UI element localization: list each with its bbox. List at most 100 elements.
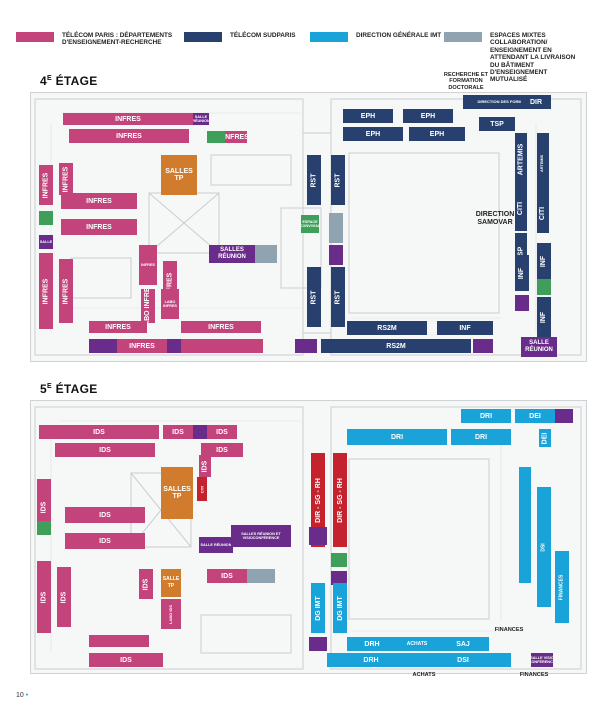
room-infres: INFRES [61, 193, 137, 209]
room-dri: DRI [451, 429, 511, 445]
floor-5-title: 5E ÉTAGE [40, 382, 98, 396]
legend-item-telecom-sudparis: Télécom SudParis [184, 32, 296, 42]
room-rs2m: RS2M [347, 321, 427, 335]
room-rst: RST [307, 267, 321, 327]
floor-5-plan: IDS IDS IDS IDS IDS SALLES TP CITI IDS I… [30, 400, 587, 674]
room-salle [309, 527, 327, 545]
room-infres: INFRES [61, 219, 137, 235]
finances-label: FINANCES [494, 627, 524, 633]
room-dei: DEI [515, 409, 555, 423]
room-ids: IDS [89, 653, 163, 667]
room-labo-infres: LABO INFRES [161, 289, 179, 319]
room-salle-visio: SALLE VISIO CONFÉRENCE [531, 653, 553, 667]
room-espace-mixte [247, 569, 275, 583]
room-espace-mixte [255, 245, 277, 263]
room-ids: IDS [57, 567, 71, 627]
legend-label: Espaces mixtes collaboration/ enseigneme… [490, 32, 576, 84]
room-rst: RST [331, 155, 345, 205]
room-salle [193, 425, 207, 439]
room-saj: SAJ [437, 637, 489, 651]
room-eph: EPH [343, 127, 403, 141]
room-eph: EPH [403, 109, 453, 123]
room-espace-green [37, 521, 51, 535]
legend-swatch [310, 32, 348, 42]
room-dri: DRI [347, 429, 447, 445]
room-citi: CITI [515, 185, 527, 231]
room-dir-sg-rh: DIR - SG - RH [333, 453, 347, 547]
room-infres: INFRES [117, 339, 167, 353]
room-salle [329, 245, 343, 265]
room-dri: DRI [461, 409, 511, 423]
room-inf: INF [537, 297, 551, 337]
room-ids: IDS [39, 425, 159, 439]
room-infres: INFRES [59, 259, 73, 323]
room-artemis: ARTEMIS [515, 133, 527, 185]
room-dsi: DSI [415, 653, 511, 667]
room-salle [331, 571, 347, 585]
room-rs2m: RS2M [321, 339, 471, 353]
room-espace-green [537, 279, 551, 295]
legend-swatch [16, 32, 54, 42]
room-ids-corridor [89, 635, 149, 647]
room-salle [309, 637, 327, 651]
room-dir-sg-rh: DIR - SG - RH [311, 453, 325, 547]
room-salle-reunion: SALLE RÉUNION [521, 337, 557, 357]
room-achats: ACHATS [397, 637, 437, 651]
room-dsi-column: DSI [537, 487, 551, 607]
legend: Télécom Paris : départements d'enseignem… [16, 32, 586, 83]
floor-4-plan: INFRES SALLE RÉUNION INFRES INFRES SALLE… [30, 92, 587, 362]
legend-swatch [444, 32, 482, 42]
room-ids: IDS [199, 455, 211, 477]
legend-label: Télécom SudParis [230, 32, 296, 39]
room-ids: IDS [55, 443, 155, 457]
room-infres: INFRES [39, 165, 53, 205]
room-artemis: ARTEMIS [537, 133, 549, 193]
room-dg-imt: DG IMT [311, 583, 325, 633]
room-salle-reunion: SALLE RÉUNION [193, 113, 209, 125]
room-espace-green [39, 211, 53, 225]
room-drh: DRH [327, 653, 415, 667]
room-labo-ids: LABO IDS [161, 599, 181, 629]
room-finances-column [519, 467, 531, 583]
room-infres: INFRES [39, 253, 53, 329]
finances-label: FINANCES [519, 672, 549, 678]
direction-samovar-label: Direction SAMOVAR [475, 211, 515, 226]
legend-item-dg-imt: Direction générale IMT [310, 32, 441, 42]
room-espace-green [331, 553, 347, 567]
room-infres: INFRES [63, 113, 193, 125]
room-ids: IDS [163, 425, 193, 439]
room-rst: RST [307, 155, 321, 205]
room-infres: INFRES [69, 129, 189, 143]
room-ids: IDS [207, 425, 237, 439]
room-infres: INFRES [181, 321, 261, 333]
legend-label: Télécom Paris : départements d'enseignem… [62, 32, 173, 47]
room-salle [89, 339, 117, 353]
recherche-formation-label: Recherche et formation doctorale [443, 72, 489, 91]
room-ids: IDS [207, 569, 247, 583]
room-ids: IDS [201, 443, 243, 457]
room-citi: CITI [197, 477, 207, 501]
room-infres-corridor [181, 339, 263, 353]
room-salles-tp: SALLES TP [161, 467, 193, 519]
room-salle [515, 295, 529, 311]
room-dei: DEI [539, 429, 551, 447]
room-drh: DRH [347, 637, 397, 651]
floor-4-title: 4E ÉTAGE [40, 74, 98, 88]
room-espace-green [207, 131, 225, 143]
room-inf: INF [437, 321, 493, 335]
room-inf: INF [515, 255, 529, 291]
room-salle-reunion: SALLE [39, 235, 53, 249]
room-citi: CITI [537, 193, 549, 233]
room-eph: EPH [343, 109, 393, 123]
room-ids: IDS [65, 533, 145, 549]
room-salle [555, 409, 573, 423]
room-dg-imt: DG IMT [333, 583, 347, 633]
room-infres-small: INFRES [139, 245, 157, 285]
room-salles-reunion-visio: SALLES RÉUNION ET VISIOCONFÉRENCE [231, 525, 291, 547]
room-infres: INFRES [59, 163, 73, 195]
room-salle [473, 339, 493, 353]
room-espace-mixte [329, 213, 343, 243]
legend-item-espaces-mixtes: Espaces mixtes collaboration/ enseigneme… [444, 32, 586, 84]
room-eph: EPH [409, 127, 465, 141]
room-salles-reunion: SALLES RÉUNION [209, 245, 255, 263]
